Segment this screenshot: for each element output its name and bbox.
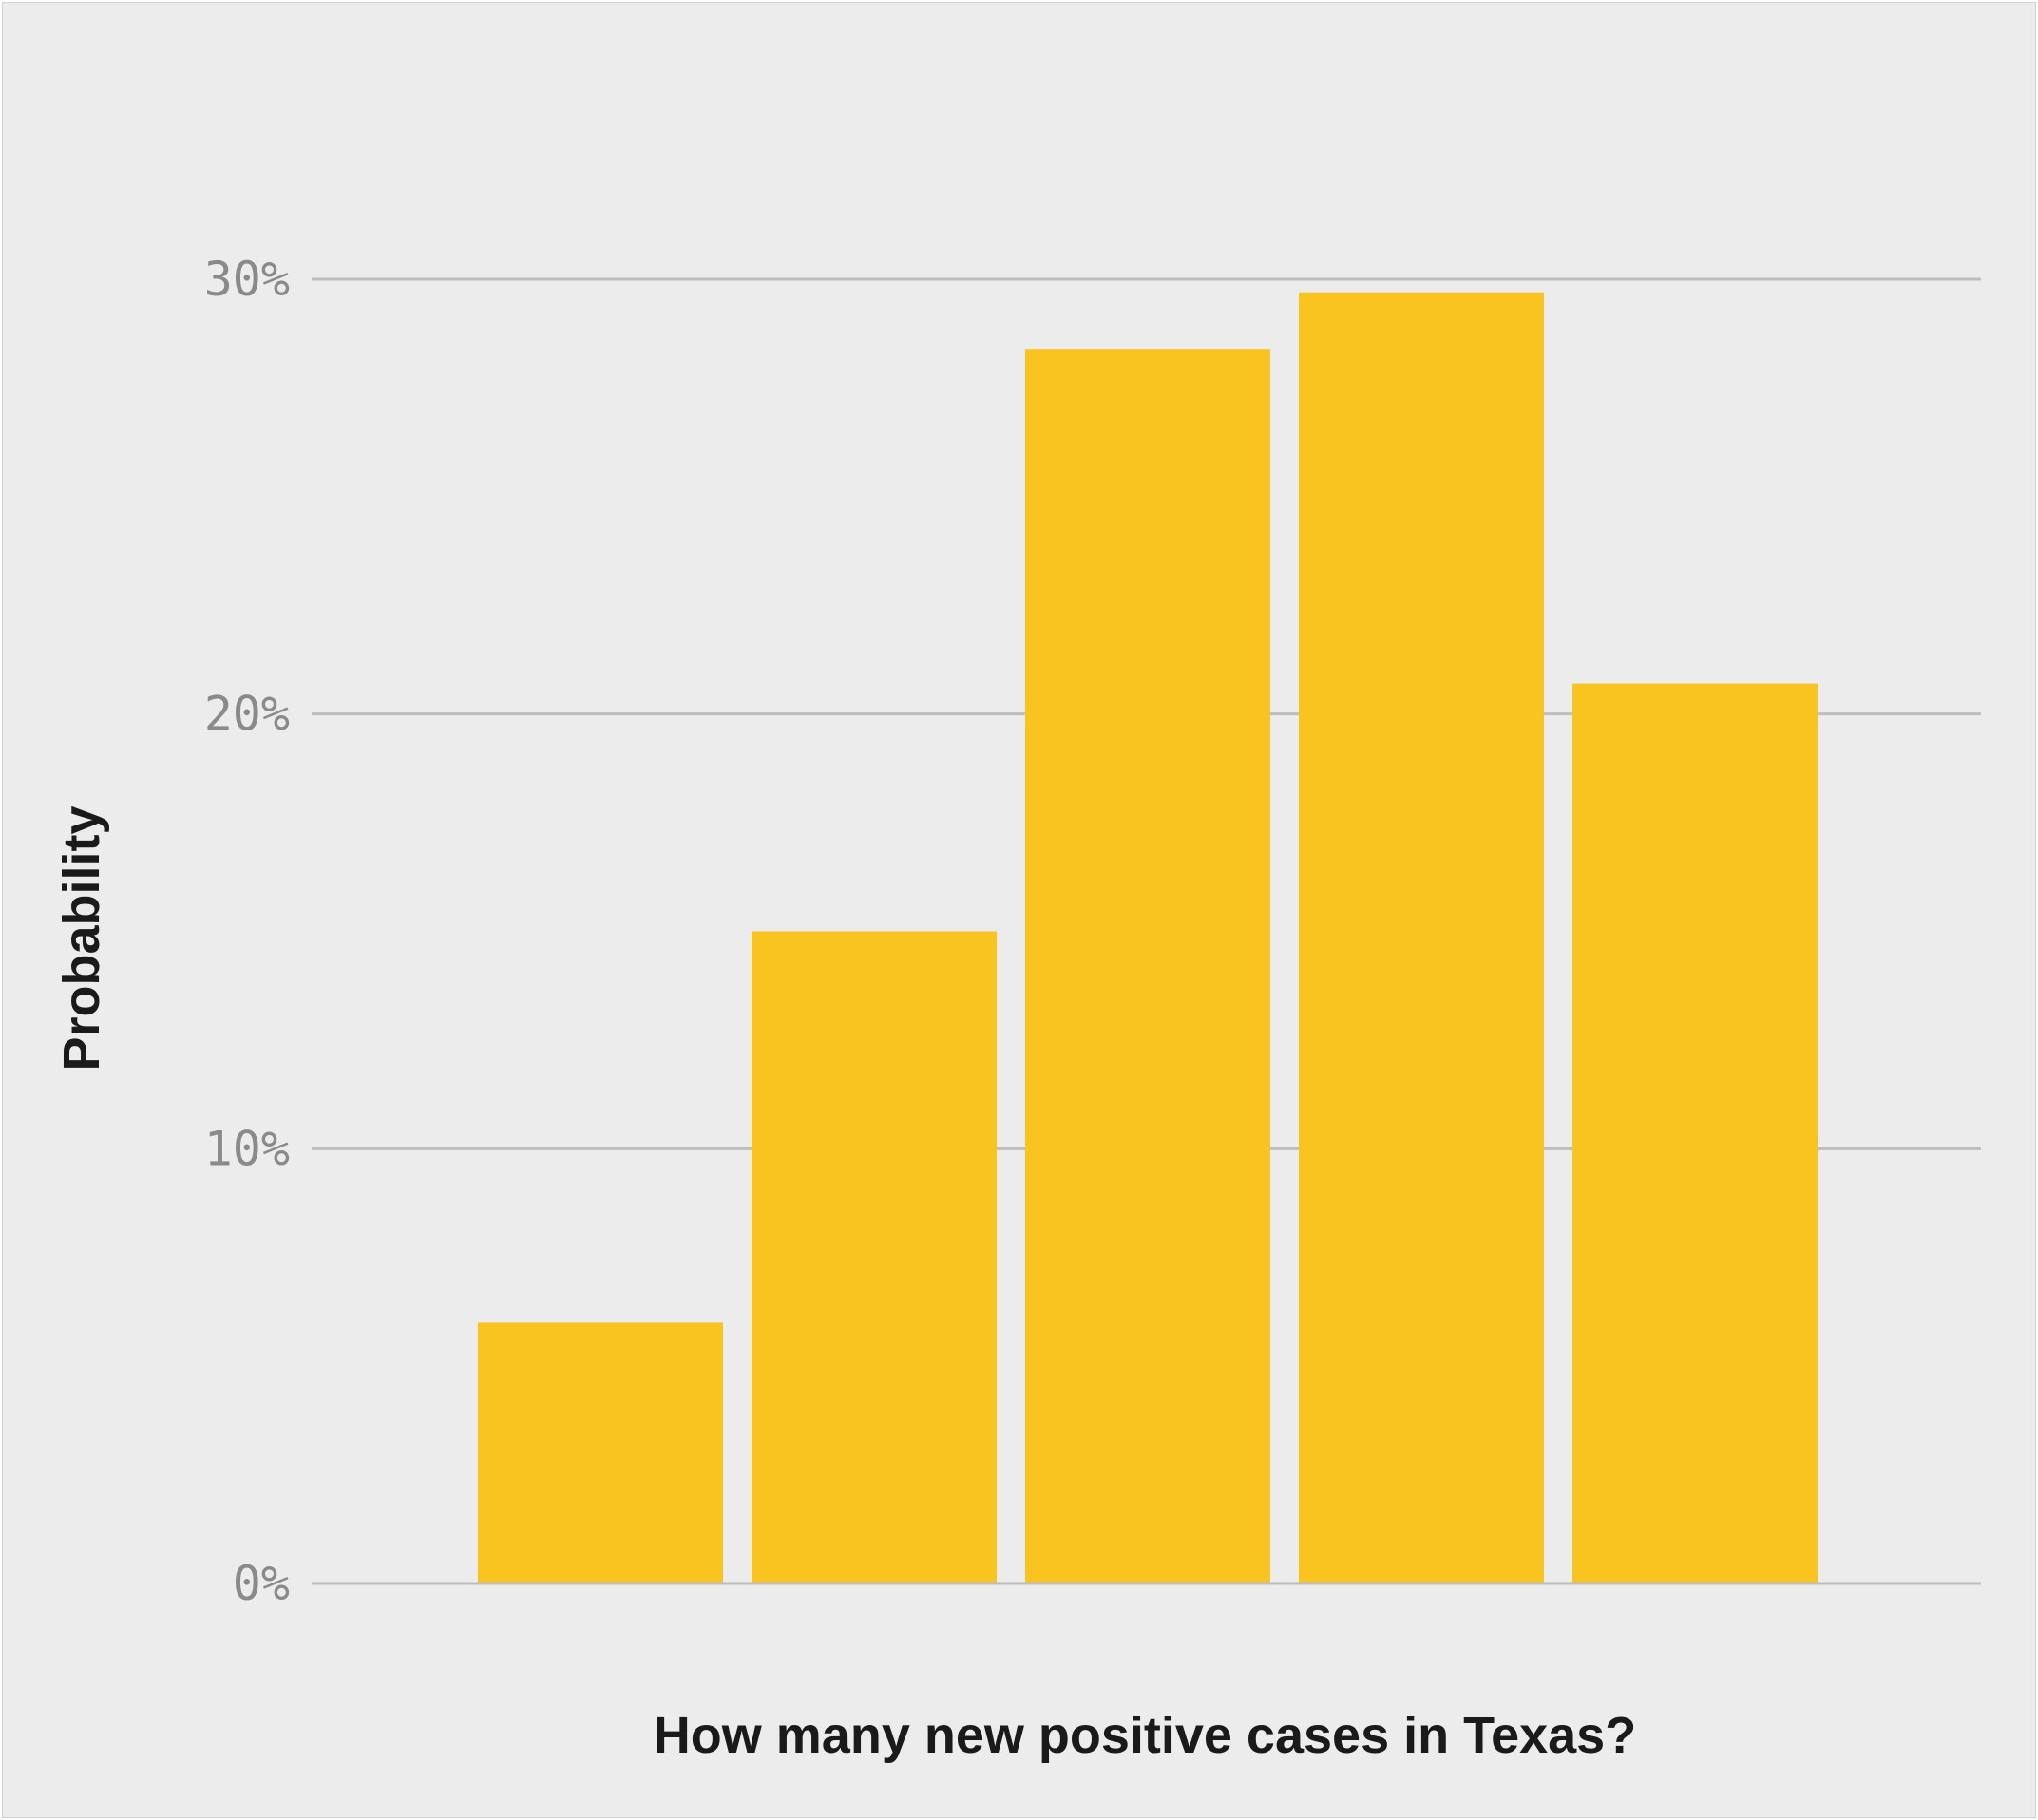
y-tick-label-0: 0% [233,1556,290,1611]
x-axis-title: How many new positive cases in Texas? [654,1707,1636,1764]
bar-3 [1299,292,1544,1584]
bars [312,292,1981,1585]
bar-2 [1025,349,1270,1583]
y-tick-labels: 0% 10% 20% 30% [204,252,290,1611]
bar-0 [478,1322,723,1583]
y-tick-label-1: 10% [204,1121,290,1176]
y-tick-label-2: 20% [204,687,290,742]
bar-chart: 0% 10% 20% 30% Probability How many new pos… [53,252,1981,1764]
y-axis-title: Probability [53,806,110,1071]
bar-4 [1572,683,1818,1583]
y-tick-label-3: 30% [204,252,290,307]
bar-1 [752,931,997,1583]
